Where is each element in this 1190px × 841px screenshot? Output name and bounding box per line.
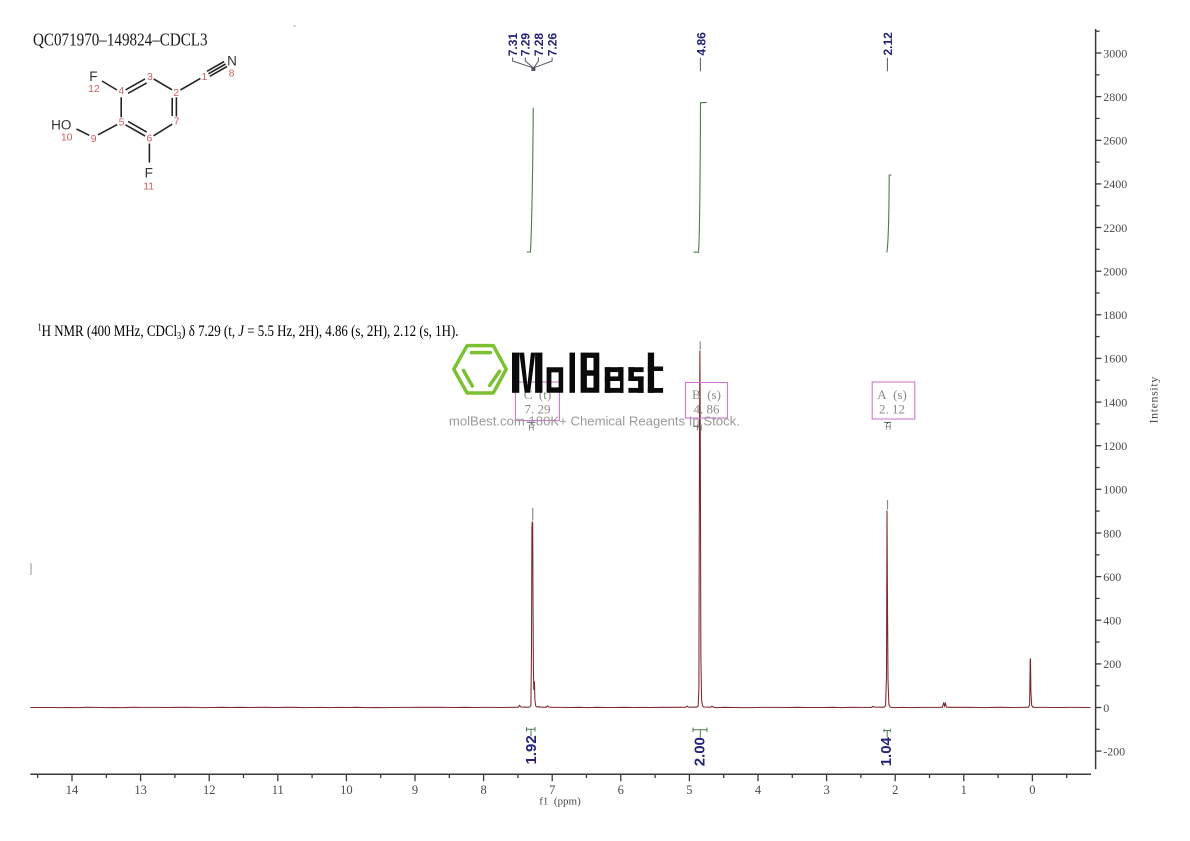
svg-text:1: 1 <box>961 783 967 797</box>
svg-text:10: 10 <box>340 783 353 797</box>
svg-text:H: H <box>696 423 702 433</box>
svg-text:2800: 2800 <box>1103 90 1127 104</box>
svg-text:14: 14 <box>66 783 79 797</box>
svg-text:1.04: 1.04 <box>878 736 895 766</box>
svg-text:QC071970–149824–CDCL3: QC071970–149824–CDCL3 <box>33 29 208 50</box>
svg-text:800: 800 <box>1103 526 1121 540</box>
svg-text:7. 29: 7. 29 <box>525 402 551 417</box>
svg-text:4. 86: 4. 86 <box>694 402 721 417</box>
svg-text:C (t): C (t) <box>524 387 551 402</box>
svg-text:4: 4 <box>755 783 762 797</box>
svg-text:1.92: 1.92 <box>523 735 540 764</box>
svg-text:1800: 1800 <box>1103 308 1127 322</box>
svg-text:A (s): A (s) <box>877 387 907 402</box>
svg-text:2: 2 <box>173 87 179 99</box>
svg-text:5: 5 <box>119 116 125 128</box>
svg-text:HO: HO <box>51 118 71 133</box>
svg-text:7.29: 7.29 <box>519 33 533 57</box>
svg-text:3000: 3000 <box>1103 46 1127 60</box>
svg-text:10: 10 <box>61 132 73 144</box>
svg-text:4: 4 <box>118 85 124 97</box>
svg-text:9: 9 <box>412 783 418 797</box>
svg-text:2200: 2200 <box>1103 221 1127 235</box>
svg-text:4.86: 4.86 <box>694 32 708 56</box>
svg-text:0: 0 <box>1029 783 1035 797</box>
svg-text:F: F <box>145 166 153 181</box>
svg-text:2.12: 2.12 <box>881 32 895 56</box>
svg-text:600: 600 <box>1103 570 1121 584</box>
svg-text:3: 3 <box>823 783 829 797</box>
svg-text:2. 12: 2. 12 <box>879 402 905 417</box>
svg-text:Intensity: Intensity <box>1147 376 1161 423</box>
svg-text:9: 9 <box>91 133 97 145</box>
svg-text:7.31: 7.31 <box>506 33 520 57</box>
svg-text:1000: 1000 <box>1103 483 1127 497</box>
svg-text:8: 8 <box>229 67 235 79</box>
svg-text:11: 11 <box>143 181 154 193</box>
svg-text:6: 6 <box>146 132 152 144</box>
svg-text:13: 13 <box>134 783 147 797</box>
svg-text:12: 12 <box>88 83 100 95</box>
svg-text:3: 3 <box>147 71 153 83</box>
svg-text:1400: 1400 <box>1103 395 1127 409</box>
svg-text:11: 11 <box>272 783 284 797</box>
svg-text:B (s): B (s) <box>692 387 721 402</box>
svg-text:2400: 2400 <box>1103 177 1127 191</box>
svg-text:12: 12 <box>203 783 216 797</box>
svg-text:-200: -200 <box>1103 744 1125 758</box>
svg-text:7: 7 <box>174 116 180 128</box>
svg-text:2: 2 <box>892 783 898 797</box>
svg-text:molBest.com 180K+ Chemical Rea: molBest.com 180K+ Chemical Reagents In S… <box>449 415 740 429</box>
svg-text:f1 (ppm): f1 (ppm) <box>539 796 581 808</box>
svg-text:1: 1 <box>201 71 207 83</box>
svg-text:7.26: 7.26 <box>546 33 560 57</box>
svg-text:2600: 2600 <box>1103 134 1127 148</box>
svg-text:2000: 2000 <box>1103 265 1127 279</box>
svg-text:400: 400 <box>1103 614 1121 628</box>
svg-text:1H NMR (400 MHz, CDCl3) δ 7.29: 1H NMR (400 MHz, CDCl3) δ 7.29 (t, J = 5… <box>38 323 459 343</box>
svg-text:7.28: 7.28 <box>532 33 546 57</box>
svg-text:N: N <box>227 53 237 68</box>
svg-text:5: 5 <box>686 783 692 797</box>
svg-text:F: F <box>89 69 97 84</box>
svg-text:8: 8 <box>480 783 486 797</box>
svg-text:0: 0 <box>1103 701 1109 715</box>
svg-text:H: H <box>528 422 534 432</box>
svg-text:1600: 1600 <box>1103 352 1127 366</box>
svg-text:200: 200 <box>1103 657 1121 671</box>
svg-text:1200: 1200 <box>1103 439 1127 453</box>
svg-text:7: 7 <box>549 783 555 797</box>
svg-text:2.00: 2.00 <box>692 737 709 766</box>
svg-text:6: 6 <box>618 783 624 797</box>
svg-text:H: H <box>885 422 891 432</box>
